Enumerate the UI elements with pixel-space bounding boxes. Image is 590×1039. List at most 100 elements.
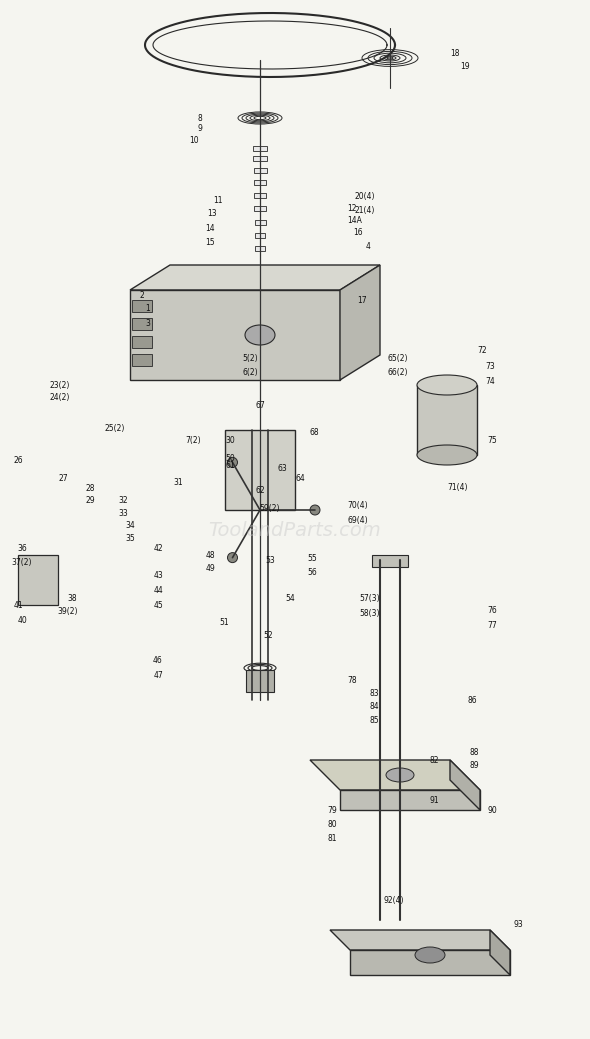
Text: 84: 84	[369, 701, 379, 711]
Text: 44: 44	[153, 586, 163, 594]
Text: 69(4): 69(4)	[348, 515, 368, 525]
Text: 89: 89	[469, 761, 479, 770]
Text: 78: 78	[347, 675, 357, 685]
Text: 41: 41	[13, 601, 23, 610]
Text: 32: 32	[118, 496, 128, 505]
Text: 10: 10	[189, 135, 199, 144]
Text: 23(2): 23(2)	[50, 380, 70, 390]
Text: 37(2): 37(2)	[12, 558, 32, 566]
Text: 86: 86	[467, 695, 477, 704]
Bar	[132, 300, 152, 312]
Text: 54: 54	[285, 593, 295, 603]
FancyBboxPatch shape	[254, 219, 266, 224]
Polygon shape	[340, 265, 380, 380]
Polygon shape	[490, 930, 510, 975]
FancyBboxPatch shape	[254, 206, 266, 211]
Text: 43: 43	[153, 570, 163, 580]
Text: 26: 26	[13, 455, 23, 464]
Text: 36: 36	[17, 543, 27, 553]
Text: 6(2): 6(2)	[242, 368, 258, 376]
Text: 83: 83	[369, 689, 379, 697]
Ellipse shape	[245, 325, 275, 345]
Text: 50: 50	[225, 453, 235, 462]
Text: 53: 53	[265, 556, 275, 564]
Text: 52: 52	[263, 631, 273, 639]
Text: 25(2): 25(2)	[105, 424, 125, 432]
Polygon shape	[450, 760, 480, 810]
Text: 45: 45	[153, 601, 163, 610]
Text: 75: 75	[487, 435, 497, 445]
Ellipse shape	[415, 947, 445, 963]
Text: 58(3): 58(3)	[360, 609, 380, 617]
Text: 40: 40	[17, 615, 27, 624]
Text: 34: 34	[125, 521, 135, 530]
Bar	[246, 670, 274, 692]
Text: 30: 30	[225, 435, 235, 445]
Text: 39(2): 39(2)	[58, 607, 78, 615]
Ellipse shape	[386, 768, 414, 782]
Bar	[132, 318, 152, 330]
Ellipse shape	[417, 375, 477, 395]
Text: 51: 51	[219, 617, 229, 627]
Text: 12: 12	[348, 204, 357, 213]
FancyBboxPatch shape	[253, 145, 267, 151]
Text: 38: 38	[67, 593, 77, 603]
Text: 79: 79	[327, 805, 337, 815]
Ellipse shape	[228, 457, 238, 468]
Text: 62: 62	[255, 485, 265, 495]
Text: 63: 63	[277, 463, 287, 473]
Text: 13: 13	[207, 209, 217, 217]
Text: 19: 19	[460, 61, 470, 71]
Bar	[372, 555, 408, 567]
Text: 31: 31	[173, 478, 183, 486]
Text: 9: 9	[198, 124, 202, 133]
Polygon shape	[330, 930, 510, 950]
FancyBboxPatch shape	[253, 156, 267, 160]
Text: 88: 88	[469, 747, 478, 756]
Polygon shape	[350, 950, 510, 975]
Text: 68: 68	[309, 427, 319, 436]
Text: 5(2): 5(2)	[242, 353, 258, 363]
Text: 82: 82	[430, 755, 439, 765]
Text: 47: 47	[153, 670, 163, 680]
Text: 59(2): 59(2)	[260, 504, 280, 512]
Polygon shape	[310, 760, 480, 790]
Text: 93: 93	[513, 920, 523, 929]
Text: 17: 17	[357, 295, 367, 304]
Text: 49: 49	[205, 563, 215, 572]
Text: 18: 18	[450, 49, 460, 57]
Text: 66(2): 66(2)	[388, 368, 408, 376]
Text: 70(4): 70(4)	[348, 501, 368, 509]
Text: 92(4): 92(4)	[384, 896, 404, 905]
Text: 65(2): 65(2)	[388, 353, 408, 363]
Bar	[132, 336, 152, 348]
Text: 2: 2	[140, 291, 145, 299]
Text: 73: 73	[485, 362, 495, 371]
Text: 24(2): 24(2)	[50, 393, 70, 401]
FancyBboxPatch shape	[254, 192, 266, 197]
Text: 15: 15	[205, 238, 215, 246]
Text: 27: 27	[58, 474, 68, 482]
Text: 35: 35	[125, 533, 135, 542]
Text: 11: 11	[213, 195, 223, 205]
Text: 85: 85	[369, 716, 379, 724]
Text: 67: 67	[255, 400, 265, 409]
Text: 74: 74	[485, 376, 495, 385]
FancyBboxPatch shape	[254, 180, 266, 185]
Text: ToolandParts.com: ToolandParts.com	[209, 521, 381, 539]
Text: 55: 55	[307, 554, 317, 562]
Text: 61: 61	[225, 460, 235, 470]
Polygon shape	[130, 290, 340, 380]
FancyBboxPatch shape	[225, 430, 295, 510]
Text: 21(4): 21(4)	[355, 206, 375, 214]
Text: 3: 3	[146, 319, 150, 327]
Text: 16: 16	[353, 228, 363, 237]
Text: 4: 4	[366, 241, 371, 250]
FancyBboxPatch shape	[255, 245, 265, 250]
Text: 1: 1	[146, 303, 150, 313]
FancyBboxPatch shape	[18, 555, 58, 605]
Text: 76: 76	[487, 606, 497, 614]
Text: 14A: 14A	[348, 215, 362, 224]
Text: 46: 46	[152, 656, 162, 665]
Text: 33: 33	[118, 508, 128, 517]
